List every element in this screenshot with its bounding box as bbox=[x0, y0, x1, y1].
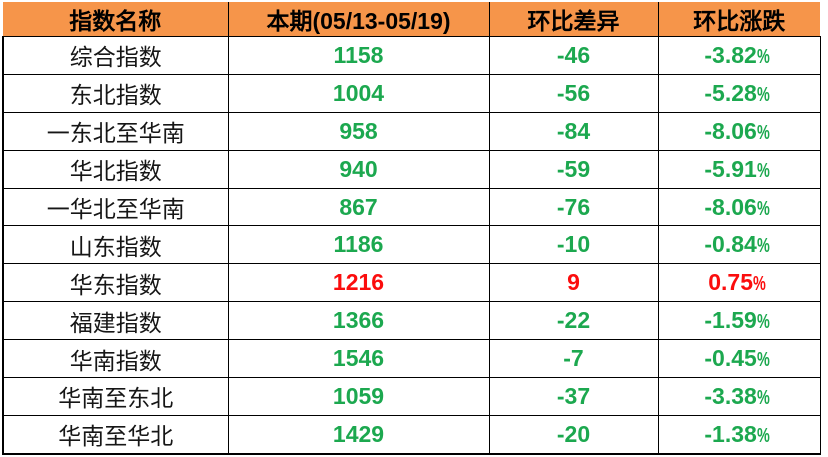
mom-diff-cell: -56 bbox=[488, 73, 659, 113]
percent-sign: % bbox=[756, 121, 770, 144]
mom-diff-cell: -7 bbox=[488, 339, 659, 379]
mom-pct-cell: -8.06% bbox=[657, 111, 821, 151]
current-value-cell: 1366 bbox=[227, 301, 490, 341]
index-name-cell: 山东指数 bbox=[2, 225, 229, 265]
index-name-cell: 福建指数 bbox=[2, 301, 229, 341]
pct-value: -3.82 bbox=[704, 41, 757, 68]
percent-sign: % bbox=[756, 424, 770, 447]
mom-diff-cell: -59 bbox=[488, 149, 659, 189]
pct-value: -8.06 bbox=[704, 193, 757, 220]
table-row: 山东指数 1186 -10 -0.84% bbox=[2, 225, 821, 265]
table-row: 华南指数 1546 -7 -0.45% bbox=[2, 339, 821, 379]
mom-diff-cell: -20 bbox=[488, 414, 659, 455]
current-value-cell: 1546 bbox=[227, 339, 490, 379]
mom-pct-cell: -3.82% bbox=[657, 36, 821, 75]
pct-value: 0.75 bbox=[708, 269, 753, 296]
pct-value: -0.84 bbox=[704, 231, 757, 258]
percent-sign: % bbox=[756, 386, 770, 409]
mom-diff-cell: -76 bbox=[488, 187, 659, 227]
percent-sign: % bbox=[756, 311, 770, 334]
mom-pct-cell: -3.38% bbox=[657, 377, 821, 416]
table-row: 综合指数 1158 -46 -3.82% bbox=[2, 36, 821, 75]
table-row: 华东指数 1216 9 0.75% bbox=[2, 263, 821, 303]
percent-sign: % bbox=[756, 45, 770, 68]
current-value-cell: 940 bbox=[227, 149, 490, 189]
index-table-body: 综合指数 1158 -46 -3.82% 东北指数 1004 -56 -5.28… bbox=[2, 36, 821, 455]
pct-value: -0.45 bbox=[704, 345, 757, 372]
table-row: 华南至华北 1429 -20 -1.38% bbox=[2, 414, 821, 455]
index-name-cell: 华南指数 bbox=[2, 339, 229, 379]
index-name-cell: 东北指数 bbox=[2, 73, 229, 113]
mom-pct-cell: -0.84% bbox=[657, 225, 821, 265]
index-name-cell: 华南至华北 bbox=[2, 414, 229, 455]
index-name-cell: 华南至东北 bbox=[2, 377, 229, 416]
current-value-cell: 1158 bbox=[227, 36, 490, 75]
header-row: 指数名称 本期(05/13-05/19) 环比差异 环比涨跌 bbox=[3, 2, 820, 37]
mom-diff-cell: 9 bbox=[488, 263, 659, 303]
pct-value: -5.28 bbox=[704, 79, 757, 106]
table-row: 一华北至华南 867 -76 -8.06% bbox=[2, 187, 821, 227]
pct-value: -5.91 bbox=[704, 155, 757, 182]
mom-diff-cell: -22 bbox=[488, 301, 659, 341]
table-row: 东北指数 1004 -56 -5.28% bbox=[2, 73, 821, 113]
mom-pct-cell: 0.75% bbox=[657, 263, 821, 303]
mom-diff-cell: -84 bbox=[488, 111, 659, 151]
mom-diff-cell: -10 bbox=[488, 225, 659, 265]
table-row: 福建指数 1366 -22 -1.59% bbox=[2, 301, 821, 341]
current-value-cell: 1004 bbox=[227, 73, 490, 113]
percent-sign: % bbox=[756, 83, 770, 106]
index-name-cell: 华东指数 bbox=[2, 263, 229, 303]
index-table-header: 指数名称 本期(05/13-05/19) 环比差异 环比涨跌 bbox=[3, 2, 820, 37]
mom-pct-cell: -1.59% bbox=[657, 301, 821, 341]
table-row: 华南至东北 1059 -37 -3.38% bbox=[2, 377, 821, 416]
percent-sign: % bbox=[756, 349, 770, 372]
column-header-mom-difference: 环比差异 bbox=[488, 2, 659, 37]
mom-diff-cell: -37 bbox=[488, 377, 659, 416]
current-value-cell: 1059 bbox=[227, 377, 490, 416]
mom-pct-cell: -0.45% bbox=[657, 339, 821, 379]
current-value-cell: 1186 bbox=[227, 225, 490, 265]
pct-value: -8.06 bbox=[704, 117, 757, 144]
current-value-cell: 867 bbox=[227, 187, 490, 227]
table-row: 一东北至华南 958 -84 -8.06% bbox=[2, 111, 821, 151]
column-header-mom-change: 环比涨跌 bbox=[657, 2, 820, 37]
pct-value: -3.38 bbox=[704, 382, 757, 409]
pct-value: -1.59 bbox=[704, 307, 757, 334]
index-name-cell: 华北指数 bbox=[2, 149, 229, 189]
pct-value: -1.38 bbox=[704, 420, 757, 447]
percent-sign: % bbox=[756, 197, 770, 220]
index-name-cell: 综合指数 bbox=[2, 36, 229, 75]
percent-sign: % bbox=[756, 235, 770, 258]
column-header-index-name: 指数名称 bbox=[3, 2, 229, 37]
mom-pct-cell: -5.91% bbox=[657, 149, 821, 189]
mom-diff-cell: -46 bbox=[488, 36, 659, 75]
index-name-cell: 一华北至华南 bbox=[2, 187, 229, 227]
table-row: 华北指数 940 -59 -5.91% bbox=[2, 149, 821, 189]
column-header-current-period: 本期(05/13-05/19) bbox=[227, 2, 490, 37]
mom-pct-cell: -1.38% bbox=[657, 414, 821, 455]
percent-sign: % bbox=[756, 159, 770, 182]
mom-pct-cell: -5.28% bbox=[657, 73, 821, 113]
current-value-cell: 1429 bbox=[227, 414, 490, 455]
index-name-cell: 一东北至华南 bbox=[2, 111, 229, 151]
mom-pct-cell: -8.06% bbox=[657, 187, 821, 227]
current-value-cell: 958 bbox=[227, 111, 490, 151]
percent-sign: % bbox=[752, 273, 766, 296]
current-value-cell: 1216 bbox=[227, 263, 490, 303]
